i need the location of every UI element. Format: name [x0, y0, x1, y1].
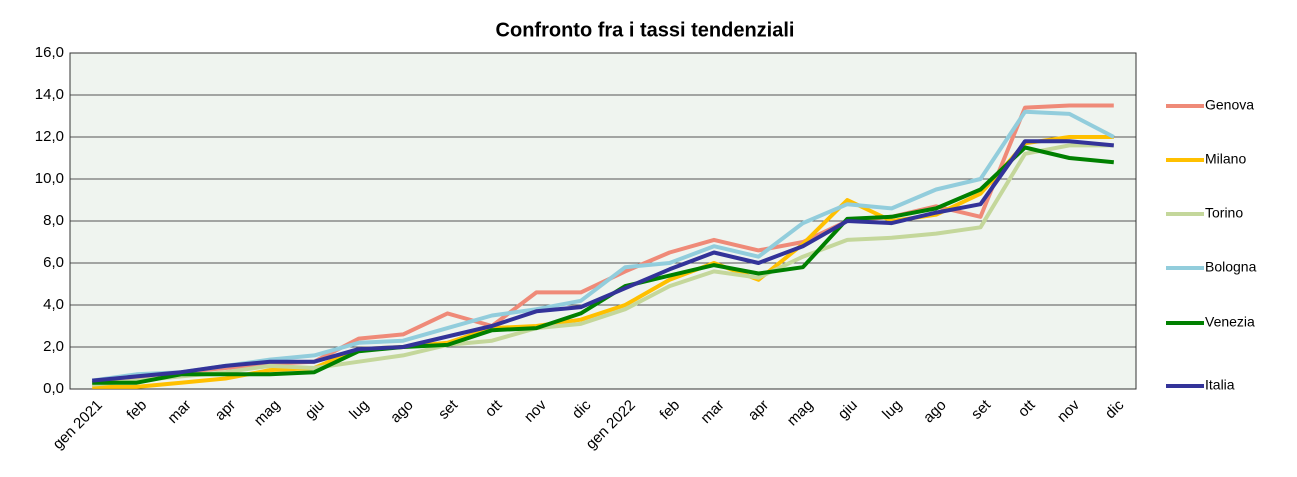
x-tick-label: apr [212, 397, 239, 424]
series-line [92, 143, 1114, 387]
x-tick-label: gen 2021 [50, 397, 106, 453]
y-tick-label: 10,0 [35, 170, 64, 187]
x-tick-label: mar [697, 397, 727, 427]
x-tick-label: mag [784, 397, 817, 430]
series-line [92, 139, 1114, 383]
x-tick-label: mar [164, 397, 194, 427]
legend-label: Bologna [1205, 259, 1257, 275]
y-tick-label: 0,0 [43, 380, 64, 397]
x-tick-label: ott [482, 396, 506, 420]
y-tick-label: 16,0 [35, 44, 64, 61]
x-tick-label: feb [656, 397, 683, 424]
legend-label: Milano [1205, 151, 1246, 167]
y-tick-label: 2,0 [43, 338, 64, 355]
legend-label: Genova [1205, 97, 1254, 113]
x-tick-label: set [968, 396, 995, 423]
x-tick-label: apr [745, 397, 772, 424]
x-tick-label: mag [251, 397, 284, 430]
y-tick-label: 8,0 [43, 212, 64, 229]
x-tick-label: gen 2022 [583, 397, 639, 453]
legend-label: Torino [1205, 205, 1243, 221]
y-tick-label: 6,0 [43, 254, 64, 271]
y-tick-label: 12,0 [35, 128, 64, 145]
x-tick-label: dic [569, 396, 595, 422]
x-tick-label: ago [387, 397, 417, 427]
x-tick-label: giu [835, 397, 861, 423]
x-tick-label: dic [1102, 396, 1128, 422]
x-tick-label: lug [346, 397, 372, 423]
x-tick-label: nov [1054, 396, 1083, 425]
x-tick-label: giu [302, 397, 328, 423]
legend-label: Italia [1205, 377, 1235, 393]
x-tick-label: ago [920, 397, 950, 427]
x-tick-label: ott [1015, 396, 1039, 420]
legend-label: Venezia [1205, 314, 1255, 330]
x-tick-label: set [435, 396, 462, 423]
x-tick-label: lug [879, 397, 905, 423]
chart-title: Confronto fra i tassi tendenziali [496, 19, 795, 41]
x-tick-label: feb [123, 397, 150, 424]
x-tick-label: nov [521, 396, 550, 425]
y-tick-label: 4,0 [43, 296, 64, 313]
plot-border [69, 52, 1137, 390]
y-tick-label: 14,0 [35, 86, 64, 103]
